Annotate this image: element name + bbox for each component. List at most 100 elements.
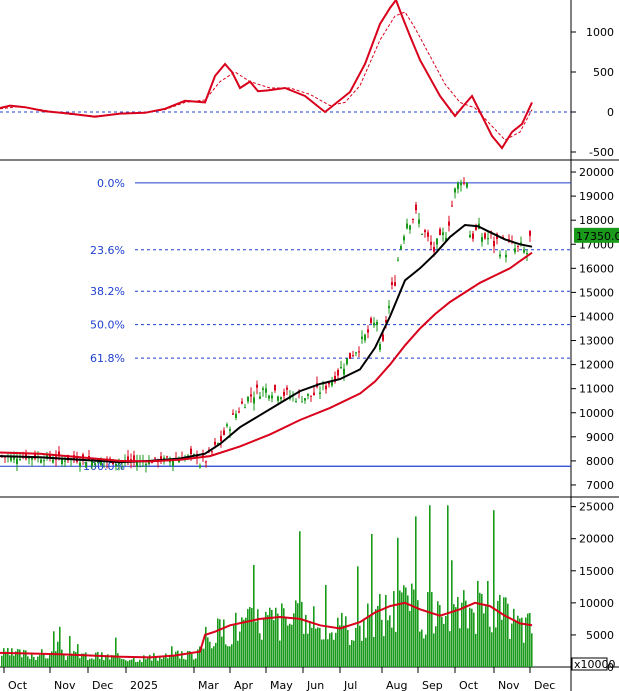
candle-body: [331, 380, 333, 386]
volume-bar: [191, 654, 193, 667]
volume-bar: [15, 651, 17, 667]
volume-bar: [209, 641, 211, 667]
volume-bar: [273, 620, 275, 667]
candle-body: [307, 393, 309, 396]
volume-bar: [229, 646, 231, 667]
candle-body: [448, 221, 450, 226]
volume-bar: [531, 633, 533, 667]
volume-bar: [487, 580, 489, 667]
candle-body: [409, 225, 411, 230]
volume-bar: [109, 659, 111, 667]
volume-bar: [99, 658, 101, 667]
volume-bar: [357, 566, 359, 667]
volume-bar: [523, 642, 525, 667]
volume-bar: [21, 657, 23, 667]
volume-bar: [133, 656, 135, 667]
volume-bar: [479, 592, 481, 667]
volume-bar: [455, 607, 457, 667]
volume-bar: [391, 627, 393, 667]
signal-line: [0, 11, 533, 141]
volume-bar: [495, 627, 497, 667]
volume-bar: [459, 628, 461, 667]
volume-bar: [467, 628, 469, 667]
volume-bar: [163, 656, 165, 667]
y-tick-label: 16000: [579, 262, 614, 275]
candle-body: [91, 460, 93, 466]
candle-body: [346, 358, 348, 365]
volume-bar: [331, 632, 333, 667]
candle-body: [466, 182, 468, 188]
volume-bar: [177, 650, 179, 667]
volume-bar: [11, 648, 13, 667]
candle-body: [151, 462, 153, 464]
volume-bar: [435, 626, 437, 667]
candle-body: [445, 237, 447, 242]
y-tick-label: 10000: [579, 597, 614, 610]
volume-bar: [145, 659, 147, 667]
candle-body: [58, 451, 60, 456]
candle-body: [424, 230, 426, 233]
volume-bar: [253, 564, 255, 667]
volume-bar: [475, 633, 477, 667]
volume-bar: [445, 616, 447, 667]
volume-bar: [63, 654, 65, 667]
volume-bar: [333, 639, 335, 667]
volume-bar: [415, 516, 417, 667]
candle-body: [64, 460, 66, 462]
volume-bar: [157, 660, 159, 667]
volume-bar: [431, 592, 433, 667]
volume-unit-label: x10000: [574, 658, 616, 671]
volume-bar: [513, 608, 515, 667]
volume-bar: [303, 633, 305, 667]
fib-level-label: 50.0%: [90, 319, 125, 332]
volume-bar: [37, 656, 39, 667]
candle-body: [205, 461, 207, 463]
y-tick-label: 15000: [579, 565, 614, 578]
volume-bar: [373, 636, 375, 667]
volume-bar: [313, 606, 315, 667]
volume-bar: [377, 605, 379, 667]
volume-bar: [457, 597, 459, 667]
volume-bar: [485, 606, 487, 667]
volume-bar: [41, 649, 43, 667]
candle-body: [10, 455, 12, 461]
volume-bar: [91, 658, 93, 667]
candle-body: [433, 247, 435, 252]
volume-bar: [221, 636, 223, 667]
volume-bar: [321, 639, 323, 667]
volume-bar: [151, 660, 153, 667]
volume-bar: [43, 653, 45, 667]
candle-body: [244, 407, 246, 409]
volume-bar: [31, 654, 33, 667]
y-tick-label: 8000: [586, 455, 614, 468]
candle-body: [370, 318, 372, 323]
fib-level-label: 61.8%: [90, 352, 125, 365]
volume-bar: [1, 655, 3, 667]
candle-body: [217, 442, 219, 445]
volume-bar: [375, 609, 377, 667]
volume-bar: [379, 593, 381, 667]
candle-body: [484, 233, 486, 239]
candle-body: [61, 458, 63, 465]
candle-body: [172, 460, 174, 466]
volume-bar: [499, 594, 501, 667]
volume-bar: [55, 651, 57, 667]
volume-bar: [363, 618, 365, 667]
volume-bar: [205, 626, 207, 667]
volume-bar: [143, 655, 145, 667]
candle-body: [277, 396, 279, 401]
candle-body: [529, 230, 531, 236]
volume-bar: [351, 640, 353, 667]
candle-body: [166, 456, 168, 458]
volume-bar: [95, 652, 97, 667]
candle-body: [85, 462, 87, 468]
candle-body: [505, 254, 507, 258]
volume-bar: [201, 648, 203, 667]
volume-bar: [161, 659, 163, 667]
volume-bar: [515, 620, 517, 667]
volume-bar: [329, 633, 331, 667]
volume-bar: [483, 613, 485, 667]
volume-bar: [517, 615, 519, 667]
volume-bar: [283, 608, 285, 667]
